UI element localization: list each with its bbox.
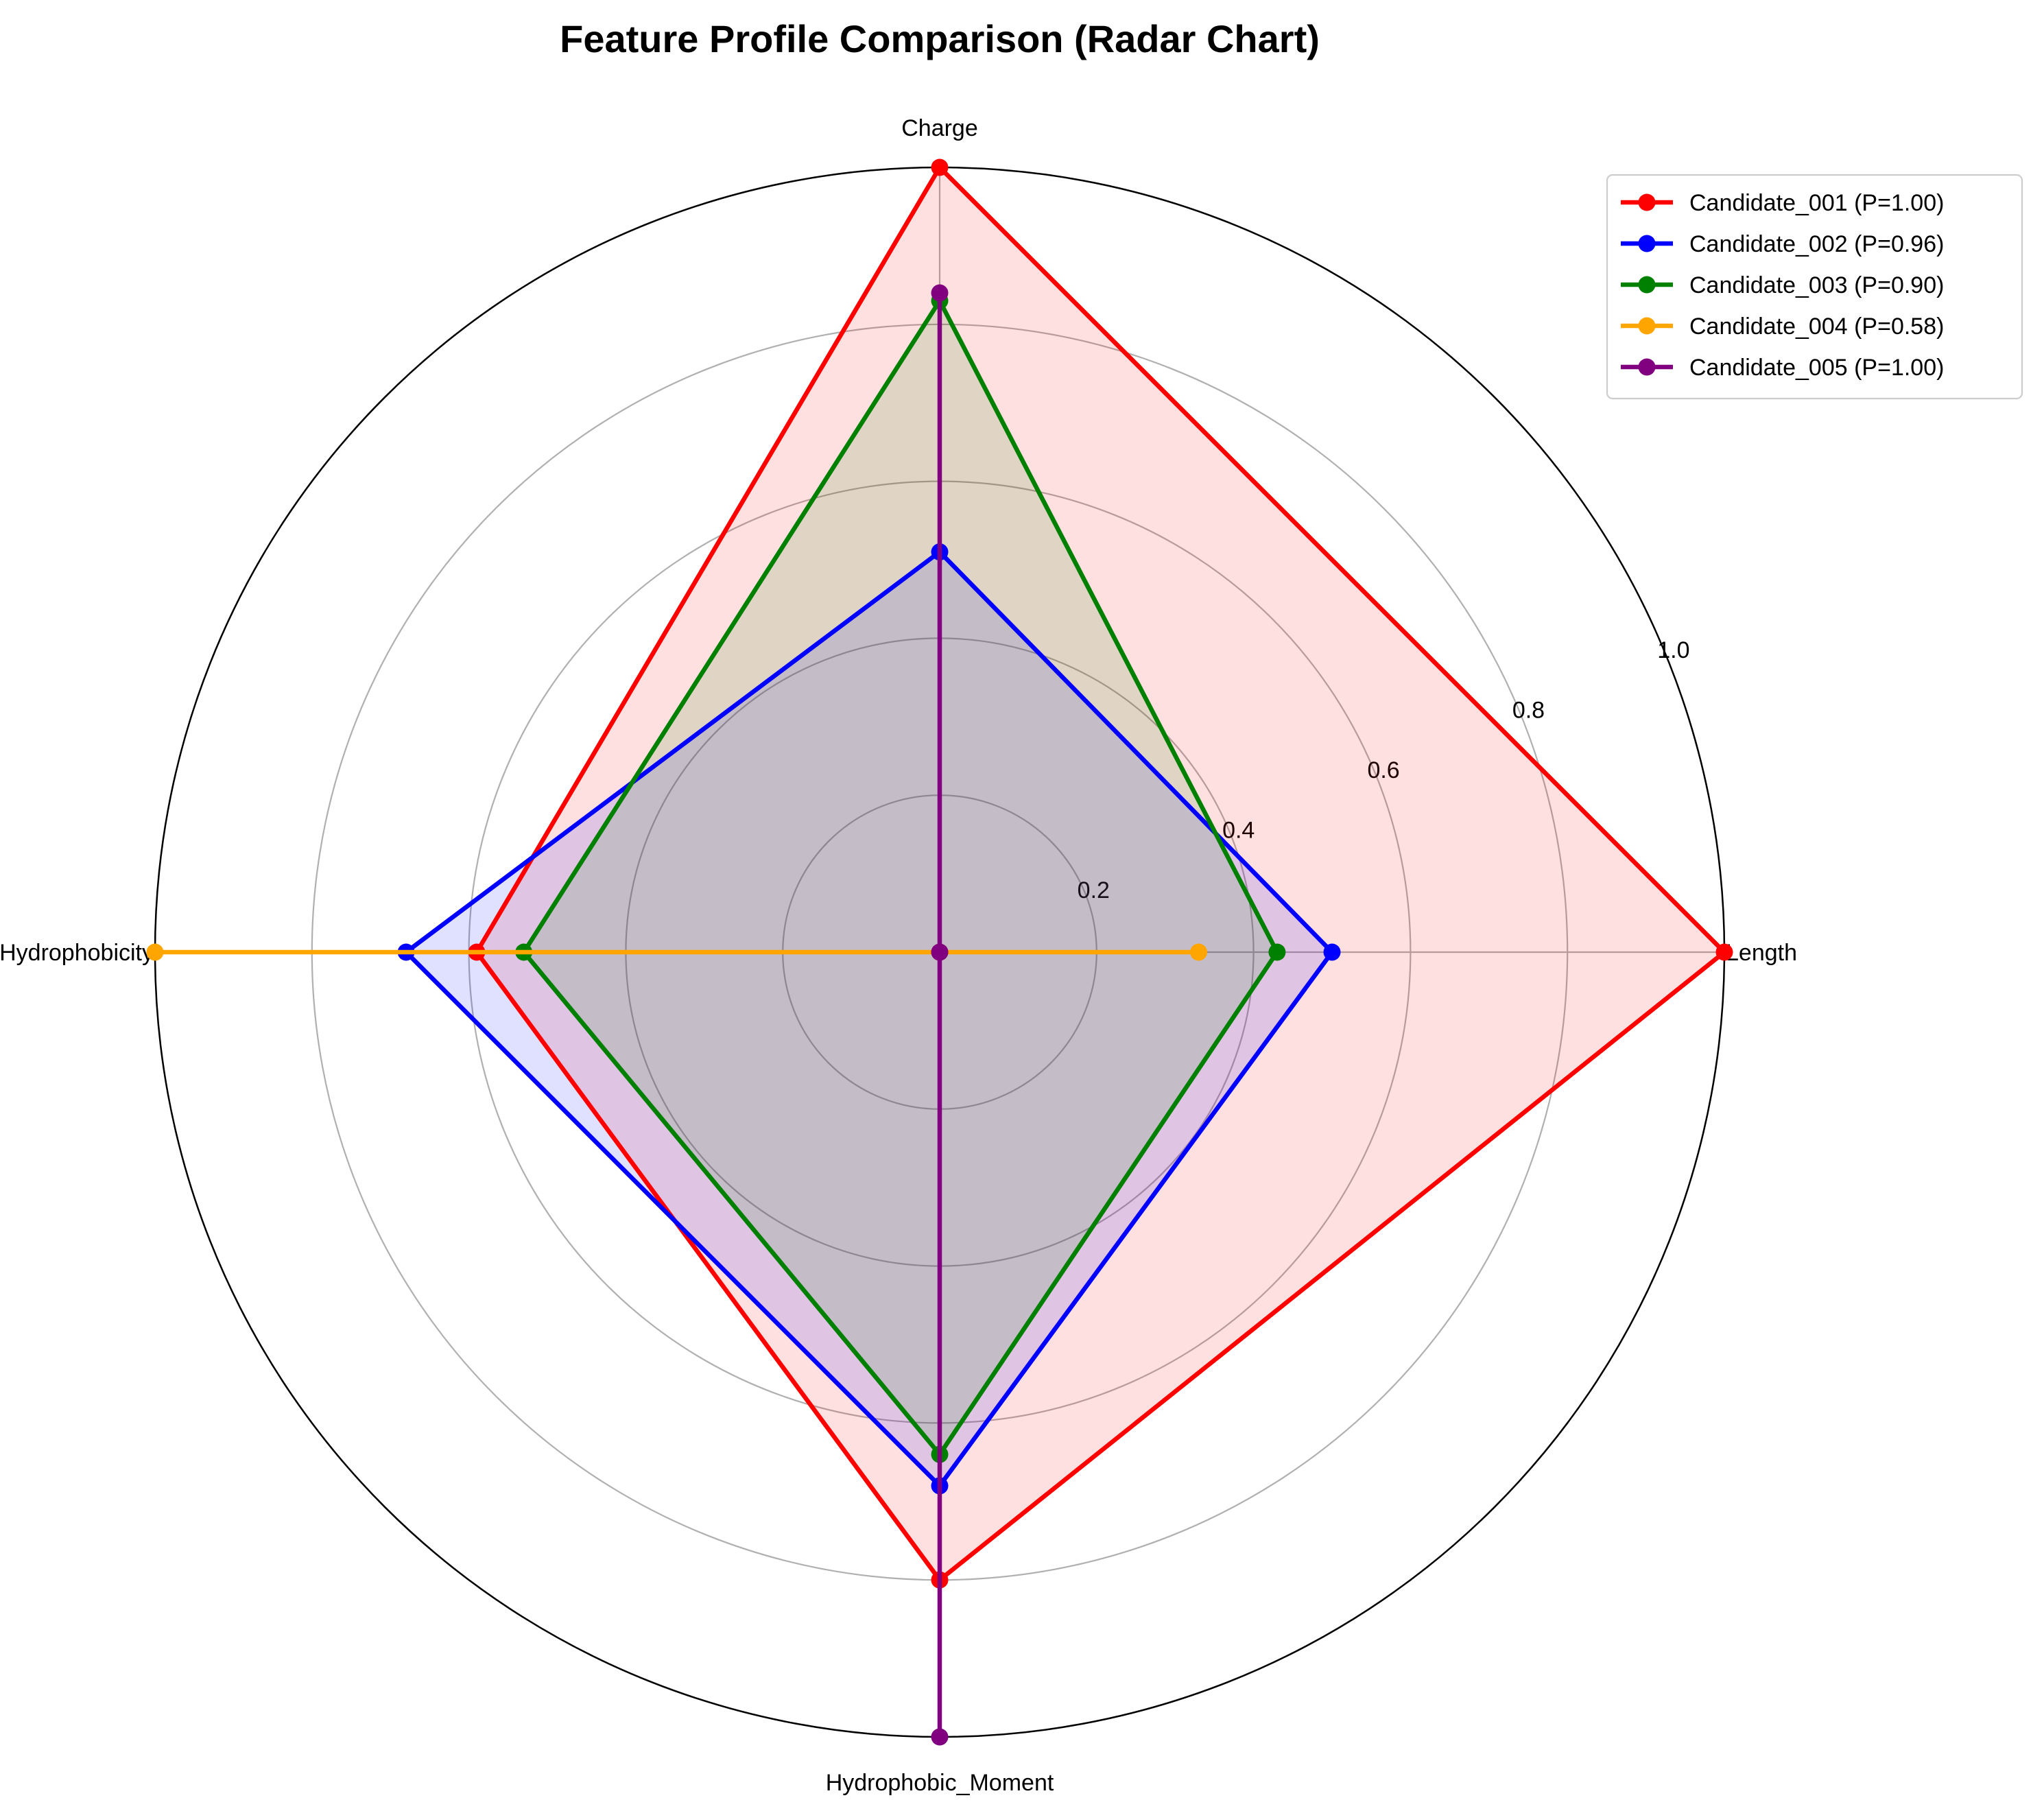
axis-label: Hydrophobicity <box>0 940 154 966</box>
axis-label: Charge <box>901 115 978 141</box>
chart-title: Feature Profile Comparison (Radar Chart) <box>560 17 1320 60</box>
legend-marker <box>1638 317 1656 335</box>
legend-marker <box>1638 235 1656 252</box>
legend-label: Candidate_003 (P=0.90) <box>1689 272 1944 298</box>
data-point <box>1190 943 1208 961</box>
data-point <box>1715 943 1733 961</box>
radial-tick-label: 0.6 <box>1367 757 1399 783</box>
series-area <box>477 167 1724 1581</box>
legend-marker <box>1638 276 1656 294</box>
legend-label: Candidate_002 (P=0.96) <box>1689 231 1944 257</box>
radial-tick-label: 0.4 <box>1222 818 1255 844</box>
legend-label: Candidate_004 (P=0.58) <box>1689 313 1944 340</box>
series-lines <box>146 158 1733 1746</box>
legend-marker <box>1638 193 1656 211</box>
legend-item: Candidate_005 (P=1.00) <box>1621 355 1944 381</box>
legend-label: Candidate_001 (P=1.00) <box>1689 190 1944 216</box>
data-point <box>146 943 164 961</box>
legend: Candidate_001 (P=1.00) Candidate_002 (P=0… <box>1606 174 2023 400</box>
radial-tick-labels: 0.2 0.4 0.6 0.8 1.0 <box>1078 637 1690 903</box>
axis-labels: Length Charge Hydrophobicity Hydrophobic_Mo… <box>0 115 1797 1796</box>
legend-item: Candidate_003 (P=0.90) <box>1621 272 1944 298</box>
data-point <box>931 1728 949 1746</box>
data-point <box>1323 943 1341 961</box>
legend-marker <box>1638 358 1656 376</box>
axis-label: Hydrophobic_Moment <box>826 1770 1054 1796</box>
radial-tick-label: 0.2 <box>1078 877 1110 903</box>
data-point <box>931 284 949 302</box>
series-area <box>406 552 1332 1486</box>
data-point <box>1268 943 1286 961</box>
legend-item: Candidate_004 (P=0.58) <box>1621 313 1944 340</box>
data-point <box>931 943 949 961</box>
legend-item: Candidate_001 (P=1.00) <box>1621 190 1944 216</box>
axis-label: Length <box>1726 940 1797 966</box>
legend-label: Candidate_005 (P=1.00) <box>1689 355 1944 381</box>
series <box>931 284 949 1746</box>
data-point <box>931 158 949 176</box>
legend-frame <box>1606 174 2023 400</box>
radial-tick-label: 0.8 <box>1512 697 1545 723</box>
series-group <box>146 158 1733 1746</box>
radial-tick-label: 1.0 <box>1657 637 1689 663</box>
legend-item: Candidate_002 (P=0.96) <box>1621 231 1944 257</box>
